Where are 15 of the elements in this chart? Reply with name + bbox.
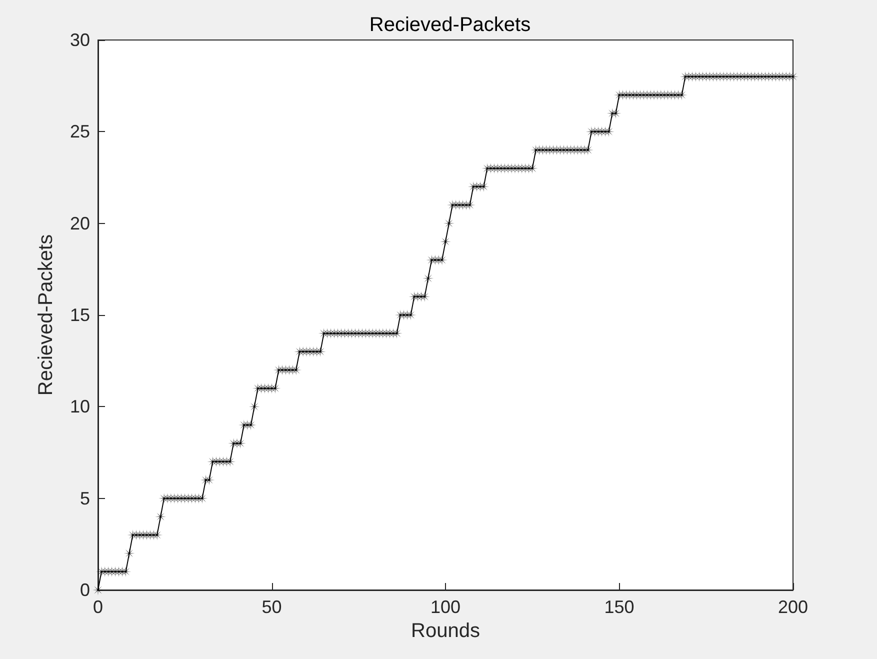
- x-tick-label: 50: [262, 597, 282, 617]
- x-axis-title: Rounds: [411, 620, 480, 642]
- chart-title: Recieved-Packets: [369, 14, 531, 36]
- y-tick-label: 30: [70, 30, 90, 50]
- y-tick-label: 25: [70, 122, 90, 142]
- x-tick-label: 200: [778, 597, 808, 617]
- y-tick-label: 5: [80, 488, 90, 508]
- y-tick-label: 0: [80, 580, 90, 600]
- y-axis-title: Recieved-Packets: [35, 234, 57, 396]
- y-tick-label: 10: [70, 396, 90, 417]
- y-tick-label: 15: [70, 305, 90, 325]
- x-tick-label: 0: [92, 597, 104, 617]
- x-tick-label: 150: [604, 597, 634, 617]
- x-tick-label: 100: [430, 597, 461, 617]
- y-tick-label: 20: [70, 213, 90, 234]
